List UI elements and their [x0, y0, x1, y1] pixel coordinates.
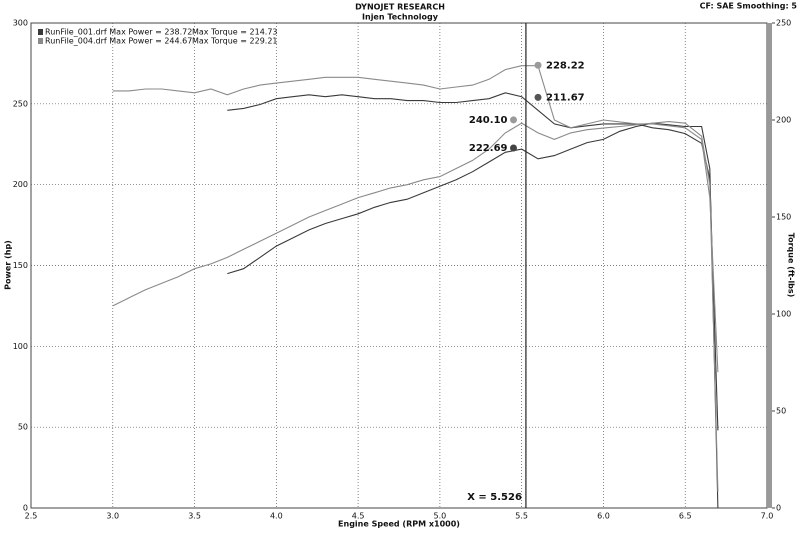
- torque-line: [227, 92, 719, 431]
- y2-axis-title: Torque (ft-lbs): [787, 233, 796, 298]
- settings-note: CF: SAE Smoothing: 5: [700, 2, 798, 11]
- x-tick-label: 6.5: [679, 512, 692, 521]
- plot-frame: [30, 22, 768, 509]
- y-tick-label: 200: [13, 180, 28, 189]
- legend-entry: Max Torque = 229.21: [192, 37, 278, 46]
- chart-subtitle: Injen Technology: [362, 13, 439, 22]
- torque-line: [112, 65, 719, 373]
- y-tick-label: 50: [18, 423, 28, 432]
- x-tick-label: 2.5: [25, 512, 38, 521]
- x-tick-label: 7.0: [761, 512, 774, 521]
- peak-label: 240.10: [469, 115, 508, 126]
- legend-entry: RunFile_004.drf Max Power = 244.67: [45, 37, 192, 46]
- peak-marker: [509, 116, 517, 124]
- peak-marker: [509, 144, 517, 152]
- y2-tick-label: 0: [776, 504, 781, 513]
- y-tick-label: 0: [23, 504, 28, 513]
- legend-entry: RunFile_001.drf Max Power = 238.72: [45, 28, 192, 37]
- legend-entry: Max Torque = 214.73: [192, 28, 278, 37]
- y2-tick-label: 200: [776, 116, 791, 125]
- y-tick-label: 100: [13, 342, 28, 351]
- y-tick-label: 300: [13, 19, 28, 28]
- x-tick-label: 4.0: [270, 512, 283, 521]
- peak-label: 228.22: [546, 60, 585, 71]
- x-tick-label: 3.5: [188, 512, 201, 521]
- peak-label: 222.69: [469, 143, 508, 154]
- power-line: [112, 121, 719, 492]
- legend-swatch: [38, 29, 43, 35]
- x-tick-label: 4.5: [352, 512, 365, 521]
- x-axis-title: Engine Speed (RPM x1000): [338, 520, 460, 529]
- x-tick-label: 5.0: [434, 512, 447, 521]
- cursor-label: X = 5.526: [467, 492, 522, 503]
- chart-title: DYNOJET RESEARCH: [355, 3, 445, 12]
- legend-swatch: [38, 38, 43, 44]
- x-tick-label: 5.5: [515, 512, 528, 521]
- y2-tick-label: 50: [776, 407, 786, 416]
- peak-label: 211.67: [546, 92, 585, 103]
- peak-marker: [534, 61, 542, 69]
- right-axis-bar: [767, 23, 772, 508]
- y-tick-label: 250: [13, 99, 28, 108]
- y-tick-label: 150: [13, 261, 28, 270]
- y2-tick-label: 250: [776, 19, 791, 28]
- x-tick-label: 6.0: [597, 512, 610, 521]
- peak-marker: [534, 93, 542, 101]
- x-tick-label: 3.0: [106, 512, 119, 521]
- y2-tick-label: 150: [776, 213, 791, 222]
- y-axis-title: Power (hp): [4, 240, 13, 290]
- y2-tick-label: 100: [776, 310, 791, 319]
